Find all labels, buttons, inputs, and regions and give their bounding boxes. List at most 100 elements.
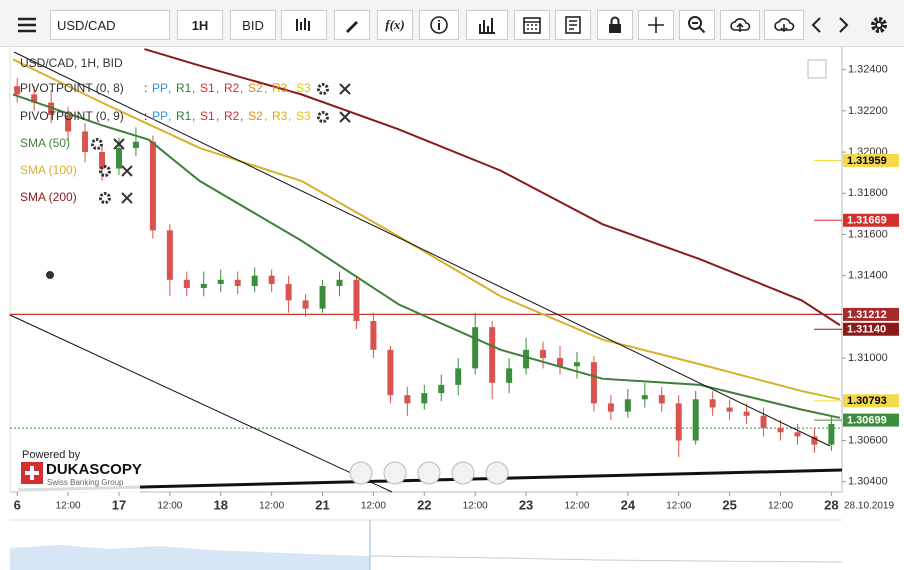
bug-icon <box>46 271 54 279</box>
y-tick-label: 1.31400 <box>848 270 888 282</box>
remove-icon <box>339 83 351 95</box>
price-badge-label: 1.31140 <box>847 324 886 336</box>
pivot-item: R3 <box>272 109 288 123</box>
price-type-text: BID <box>242 17 264 33</box>
candle-body <box>268 275 275 284</box>
candle-body <box>658 395 665 404</box>
x-tick-label: 23 <box>519 497 533 512</box>
y-tick-label: 1.31600 <box>848 228 888 240</box>
formula-button[interactable]: f(x) <box>377 10 413 40</box>
price-badge <box>843 394 899 408</box>
lock-button[interactable] <box>597 10 633 40</box>
x-tick-label: 12:00 <box>157 501 182 512</box>
sma-line <box>12 58 841 401</box>
candle-body <box>540 349 547 359</box>
candle-body <box>421 393 428 404</box>
zoom-button[interactable] <box>679 10 715 40</box>
price-badge <box>843 213 899 227</box>
settings-icon[interactable] <box>317 83 329 95</box>
draw-button[interactable] <box>334 10 370 40</box>
candle-body <box>319 285 326 309</box>
candle-body <box>455 368 462 385</box>
pivot-separator: , <box>192 81 195 95</box>
upload-button[interactable] <box>720 10 760 40</box>
marks <box>10 48 842 457</box>
template-button[interactable] <box>555 10 591 40</box>
calendar-button[interactable] <box>514 10 550 40</box>
pivot-item: S3 <box>296 81 311 95</box>
next-button[interactable] <box>830 10 856 40</box>
zoom-in-button[interactable] <box>451 461 475 485</box>
candle-body <box>48 102 55 115</box>
pivot-prefix: : <box>144 81 147 95</box>
legend-entry: SMA (50) <box>20 136 70 150</box>
pivot-separator: , <box>216 81 219 95</box>
prev-button[interactable] <box>804 10 830 40</box>
symbol-input[interactable]: USD/CAD <box>50 10 170 40</box>
candle-body <box>251 275 258 286</box>
trend-line <box>13 51 831 447</box>
x-end-label: 28.10.2019 <box>844 501 894 512</box>
chart-type-button[interactable] <box>281 10 327 40</box>
expand-icon[interactable] <box>807 59 827 79</box>
logo: Powered by DUKASCOPY Swiss Banking Group <box>18 448 142 494</box>
candle-body <box>523 349 530 369</box>
indicators-button[interactable] <box>466 10 508 40</box>
pivot-separator: , <box>240 81 243 95</box>
candle-body <box>675 403 682 441</box>
y-tick-label: 1.32400 <box>848 64 888 76</box>
candle-body <box>387 349 394 396</box>
reset-button[interactable] <box>417 461 441 485</box>
period-button[interactable]: 1H <box>177 10 223 40</box>
pivot-item: S2 <box>248 109 263 123</box>
candle-body <box>828 424 835 445</box>
info-button[interactable] <box>419 10 459 40</box>
crosshair-button[interactable] <box>638 10 674 40</box>
scroll-left-button[interactable] <box>349 461 373 485</box>
price-badge-label: 1.31212 <box>847 309 887 321</box>
x-tick-label: 18 <box>214 497 228 512</box>
candle-body <box>743 411 750 416</box>
menu-button[interactable] <box>8 10 46 40</box>
settings-icon[interactable] <box>91 138 103 150</box>
sma-line <box>144 48 841 326</box>
candle-body <box>149 141 156 231</box>
pivot-separator: , <box>216 109 219 123</box>
remove-icon <box>339 111 351 123</box>
x-tick-label: 17 <box>112 497 126 512</box>
price-badge <box>843 413 899 427</box>
candle-body <box>506 368 513 383</box>
candle-body <box>115 147 122 169</box>
settings-icon[interactable] <box>317 111 329 123</box>
x-tick-label: 24 <box>621 497 636 512</box>
settings-icon[interactable] <box>99 192 111 204</box>
candle-body <box>624 399 631 412</box>
candle-body <box>760 415 767 429</box>
legend-title: USD/CAD, 1H, BID <box>20 56 123 70</box>
price-type-button[interactable]: BID <box>230 10 276 40</box>
candle-body <box>472 327 479 369</box>
x-tick-label: 22 <box>417 497 431 512</box>
price-badge <box>843 307 899 321</box>
x-tick-label: 12:00 <box>768 501 793 512</box>
pivot-separator: , <box>264 81 267 95</box>
download-button[interactable] <box>764 10 804 40</box>
settings-icon[interactable] <box>99 165 111 177</box>
price-badge-label: 1.31669 <box>847 215 887 227</box>
settings-button[interactable] <box>864 10 894 40</box>
pivot-item: R2 <box>224 81 240 95</box>
price-badge <box>843 322 899 336</box>
pivot-item: S2 <box>248 81 263 95</box>
price-badge <box>843 154 899 168</box>
brand-text: DUKASCOPY <box>46 461 142 478</box>
scroll-right-button[interactable] <box>485 461 509 485</box>
zoom-out-button[interactable] <box>383 461 407 485</box>
y-tick-label: 1.31000 <box>848 352 888 364</box>
y-tick-label: 1.31800 <box>848 187 888 199</box>
pivot-item: R1 <box>176 81 192 95</box>
pivot-prefix: : <box>144 109 147 123</box>
pivot-separator: , <box>168 109 171 123</box>
legend-entry: SMA (100) <box>20 163 77 177</box>
x-tick-label: 12:00 <box>666 501 691 512</box>
